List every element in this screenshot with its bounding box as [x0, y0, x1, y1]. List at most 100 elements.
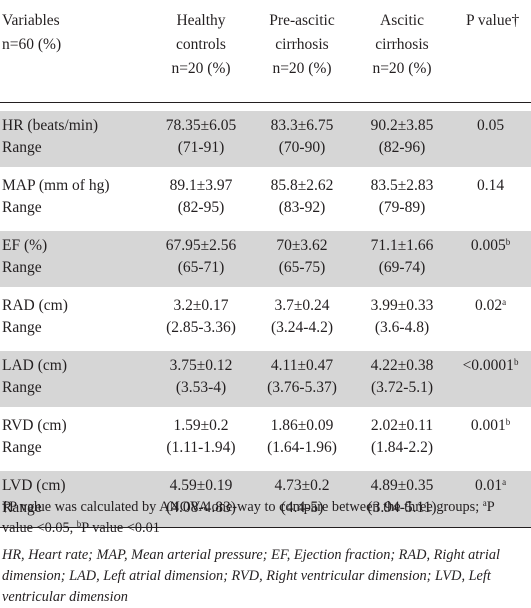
variable-cell: RAD (cm) Range — [0, 287, 152, 349]
variable-name: EF (%) — [2, 237, 48, 254]
preascitic-cell: 1.86±0.09 (1.64-1.96) — [250, 407, 354, 469]
preascitic-cell: 4.11±0.47 (3.76-5.37) — [250, 347, 354, 409]
p-value-cell: 0.005b — [450, 227, 531, 289]
p-value: <0.0001b — [450, 355, 531, 377]
ascitic-cell: 2.02±0.11 (1.84-2.2) — [354, 407, 450, 469]
healthy-cell: 67.95±2.56 (65-71) — [152, 227, 250, 289]
healthy-range: (71-91) — [177, 139, 225, 156]
p-value-cell: 0.05 — [450, 111, 531, 169]
range-label: Range — [2, 379, 42, 396]
variable-cell: LVD (cm) Range — [0, 467, 152, 528]
preascitic-mean-sd: 4.11±0.47 — [270, 357, 334, 374]
p-value: 0.14 — [450, 175, 531, 197]
p-value-text: 0.005 — [470, 237, 506, 254]
p-value-text: 0.14 — [476, 177, 505, 194]
healthy-range: (82-95) — [177, 199, 225, 216]
header-variables: Variables n=60 (%) — [0, 0, 152, 103]
healthy-cell: 4.59±0.19 (4.08-4.83) — [152, 467, 250, 528]
footnote-text-b: P value <0.01 — [81, 520, 160, 536]
range-label: Range — [2, 499, 42, 516]
healthy-cell: 78.35±6.05 (71-91) — [152, 111, 250, 169]
healthy-mean-sd: 78.35±6.05 — [165, 117, 237, 134]
range-label: Range — [2, 439, 42, 456]
preascitic-range: (4.4-5) — [280, 499, 324, 516]
healthy-range: (1.11-1.94) — [166, 439, 236, 456]
healthy-cell: 89.1±3.97 (82-95) — [152, 167, 250, 229]
variable-name: MAP (mm of hg) — [2, 177, 110, 194]
healthy-range: (2.85-3.36) — [166, 319, 236, 336]
header-ascitic-n: n=20 (%) — [372, 60, 432, 77]
footnote-sup-a: a — [482, 498, 487, 508]
range-label: Range — [2, 139, 42, 156]
variable-cell: HR (beats/min) Range — [0, 111, 152, 169]
preascitic-mean-sd: 83.3±6.75 — [270, 117, 334, 134]
header-healthy-controls: Healthy controls n=20 (%) — [152, 0, 250, 103]
ascitic-cell: 83.5±2.83 (79-89) — [354, 167, 450, 229]
range-label: Range — [2, 259, 42, 276]
healthy-range: (3.53-4) — [175, 379, 227, 396]
table-row: LVD (cm) Range 4.59±0.19 (4.08-4.83) 4.73±0.… — [0, 467, 531, 528]
header-pvalue-label: P value† — [466, 12, 520, 29]
ascitic-range: (69-74) — [378, 259, 426, 276]
preascitic-range: (3.24-4.2) — [271, 319, 333, 336]
ascitic-cell: 4.89±0.35 (3.94-5.11) — [354, 467, 450, 528]
preascitic-cell: 4.73±0.2 (4.4-5) — [250, 467, 354, 528]
p-value-cell: 0.02a — [450, 287, 531, 349]
variable-cell: LAD (cm) Range — [0, 347, 152, 409]
variable-cell: RVD (cm) Range — [0, 407, 152, 469]
variable-name: LAD (cm) — [2, 357, 67, 374]
ascitic-range: (82-96) — [378, 139, 426, 156]
variable-cell: MAP (mm of hg) Range — [0, 167, 152, 229]
p-value-text: 0.02 — [474, 297, 503, 314]
healthy-mean-sd: 67.95±2.56 — [165, 237, 237, 254]
healthy-mean-sd: 1.59±0.2 — [173, 417, 229, 434]
variable-name: RAD (cm) — [2, 297, 68, 314]
header-ascitic-cirrhosis: Ascitic cirrhosis n=20 (%) — [354, 0, 450, 103]
table-row: EF (%) Range 67.95±2.56 (65-71) 70±3.62 (65-7… — [0, 227, 531, 289]
preascitic-cell: 83.3±6.75 (70-90) — [250, 111, 354, 169]
healthy-mean-sd: 4.59±0.19 — [169, 477, 233, 494]
ascitic-mean-sd: 3.99±0.33 — [370, 297, 434, 314]
healthy-range: (65-71) — [177, 259, 225, 276]
table-row: LAD (cm) Range 3.75±0.12 (3.53-4) 4.11±0.47 (… — [0, 347, 531, 409]
healthy-mean-sd: 89.1±3.97 — [169, 177, 233, 194]
header-p-value: P value† — [450, 0, 531, 103]
ascitic-range: (79-89) — [378, 199, 426, 216]
p-value-text: 0.001 — [470, 417, 506, 434]
header-healthy-line1: Healthy — [176, 12, 226, 29]
healthy-mean-sd: 3.75±0.12 — [169, 357, 233, 374]
healthy-cell: 3.2±0.17 (2.85-3.36) — [152, 287, 250, 349]
ascitic-mean-sd: 71.1±1.66 — [370, 237, 434, 254]
preascitic-range: (1.64-1.96) — [267, 439, 337, 456]
variable-name: HR (beats/min) — [2, 117, 98, 134]
header-divider — [0, 102, 531, 111]
ascitic-cell: 3.99±0.33 (3.6-4.8) — [354, 287, 450, 349]
preascitic-cell: 70±3.62 (65-75) — [250, 227, 354, 289]
header-variables-label: Variables — [2, 12, 60, 29]
ascitic-range: (3.94-5.11) — [367, 499, 437, 516]
header-healthy-line2: controls — [176, 36, 226, 53]
ascitic-cell: 4.22±0.38 (3.72-5.1) — [354, 347, 450, 409]
healthy-cell: 3.75±0.12 (3.53-4) — [152, 347, 250, 409]
variable-name: RVD (cm) — [2, 417, 67, 434]
ascitic-mean-sd: 4.89±0.35 — [370, 477, 434, 494]
p-value: 0.01a — [450, 475, 531, 497]
p-value: 0.02a — [450, 295, 531, 317]
footnote-abbreviations: HR, Heart rate; MAP, Mean arterial press… — [2, 547, 500, 605]
header-healthy-n: n=20 (%) — [171, 60, 231, 77]
ascitic-range: (3.72-5.1) — [371, 379, 433, 396]
preascitic-range: (70-90) — [278, 139, 326, 156]
header-preascitic-cirrhosis: Pre-ascitic cirrhosis n=20 (%) — [250, 0, 354, 103]
ascitic-mean-sd: 2.02±0.11 — [370, 417, 434, 434]
ascitic-range: (3.6-4.8) — [374, 319, 430, 336]
ascitic-cell: 71.1±1.66 (69-74) — [354, 227, 450, 289]
p-value-cell: <0.0001b — [450, 347, 531, 409]
ascitic-cell: 90.2±3.85 (82-96) — [354, 111, 450, 169]
preascitic-cell: 85.8±2.62 (83-92) — [250, 167, 354, 229]
header-preascitic-line1: Pre-ascitic — [269, 12, 335, 29]
p-value-superscript: b — [513, 357, 519, 367]
footnote-pvalue: †P value was calculated by ANOVA one-way… — [2, 497, 528, 539]
variable-cell: EF (%) Range — [0, 227, 152, 289]
preascitic-range: (83-92) — [278, 199, 326, 216]
ascitic-mean-sd: 83.5±2.83 — [370, 177, 434, 194]
